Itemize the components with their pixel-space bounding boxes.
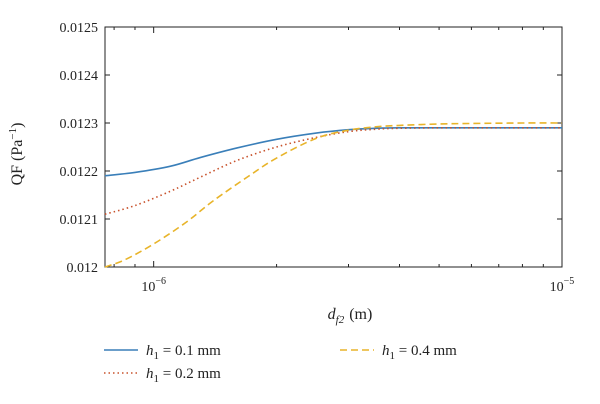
legend-item-3: h1 = 0.4 mm <box>340 343 457 362</box>
series-lines <box>104 122 563 268</box>
x-axis: 10−6 10−5 <box>113 27 575 295</box>
plot-area-frame <box>104 26 563 268</box>
y-axis: 0.012 0.0121 0.0122 0.0123 0.0124 0.0125 <box>60 21 562 276</box>
legend-label: h1 = 0.1 mm <box>146 343 221 362</box>
legend-item-2: h1 = 0.2 mm <box>104 366 221 385</box>
x-tick-label: 10−6 <box>141 276 166 295</box>
x-axis-label: df2 (m) <box>328 306 373 326</box>
series-line-1 <box>104 126 562 177</box>
series-line-3 <box>104 122 563 268</box>
legend-label: h1 = 0.4 mm <box>382 343 457 362</box>
y-tick-label: 0.0124 <box>60 69 99 84</box>
y-tick-label: 0.0125 <box>60 21 99 36</box>
y-axis-label: QF (Pa−1) <box>7 123 26 186</box>
legend-item-1: h1 = 0.1 mm <box>104 343 221 362</box>
series-line-2 <box>104 126 562 215</box>
y-tick-label: 0.0122 <box>60 165 99 180</box>
y-tick-label: 0.0123 <box>60 117 99 132</box>
legend-label: h1 = 0.2 mm <box>146 366 221 385</box>
legend: h1 = 0.1 mm h1 = 0.2 mm h1 = 0.4 mm <box>104 343 457 385</box>
y-tick-label: 0.0121 <box>60 213 99 228</box>
x-tick-label: 10−5 <box>550 276 575 295</box>
y-tick-label: 0.012 <box>67 261 99 276</box>
